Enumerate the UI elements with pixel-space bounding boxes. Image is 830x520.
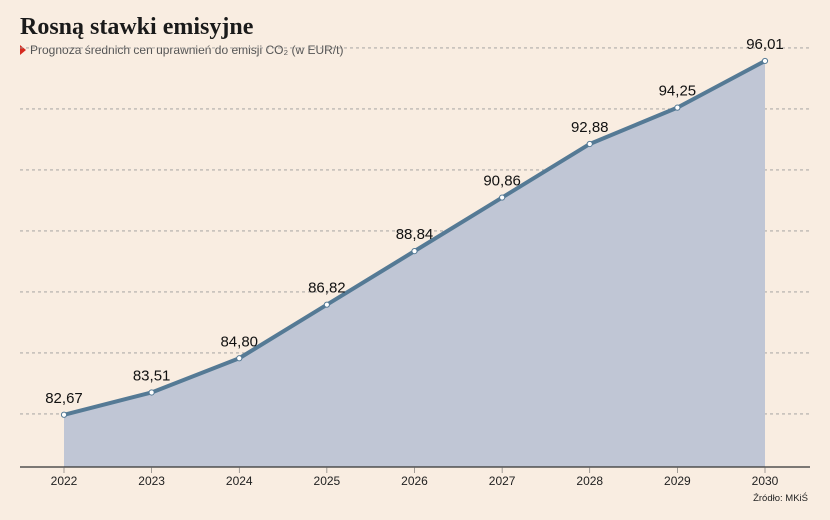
data-label: 84,80 [220,333,258,350]
data-label: 90,86 [483,173,521,190]
x-tick-label: 2029 [664,474,691,488]
x-tick-label: 2030 [752,474,779,488]
data-label: 96,01 [746,36,784,53]
x-tick-label: 2024 [226,474,253,488]
data-label: 94,25 [659,83,697,100]
data-label: 86,82 [308,280,346,297]
data-point [761,57,769,65]
chart-subtitle: Prognoza średnich cen uprawnień do emisj… [20,43,343,57]
data-point [148,389,155,396]
data-label: 83,51 [133,367,171,384]
data-point [236,355,243,362]
data-point [586,140,593,148]
chart-subtitle-text: Prognoza średnich cen uprawnień do emisj… [30,43,344,57]
data-point [674,104,681,111]
data-point [60,411,68,418]
chart-title: Rosną stawki emisyjne [20,14,254,40]
x-tick-label: 2025 [314,474,341,488]
x-tick-label: 2026 [401,474,428,488]
source-note: Źródło: MKiŚ [753,493,808,504]
red-triangle-marker-icon [20,45,26,55]
x-tick-label: 2022 [51,474,78,488]
x-tick-label: 2027 [489,474,516,488]
data-label: 88,84 [396,226,434,243]
data-point [323,301,330,308]
x-tick-label: 2028 [576,474,603,488]
area-fill [64,60,765,467]
data-point [411,248,418,255]
data-label: 82,67 [45,390,83,407]
x-tick-label: 2023 [138,474,165,488]
data-label: 92,88 [571,119,609,136]
data-point [499,194,506,201]
